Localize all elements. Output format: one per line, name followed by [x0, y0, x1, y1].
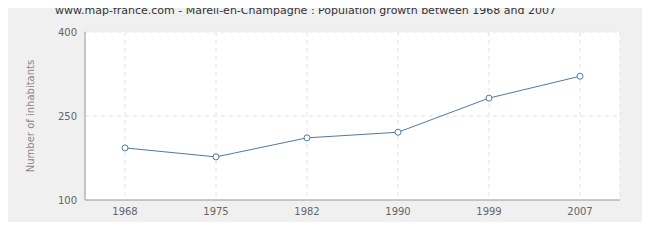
svg-text:250: 250	[58, 111, 77, 122]
svg-text:1982: 1982	[294, 206, 319, 217]
html-text:www.map-france.com - Mareil-en: www.map-france.com - Mareil-en-Champagne…	[55, 4, 556, 17]
svg-text:1990: 1990	[385, 206, 410, 217]
svg-text:1968: 1968	[112, 206, 137, 217]
svg-text:1975: 1975	[203, 206, 228, 217]
svg-text:Number of inhabitants: Number of inhabitants	[25, 60, 36, 172]
svg-text:1999: 1999	[476, 206, 501, 217]
svg-text:100: 100	[58, 195, 77, 206]
svg-text:400: 400	[58, 27, 77, 38]
svg-text:2007: 2007	[567, 206, 592, 217]
